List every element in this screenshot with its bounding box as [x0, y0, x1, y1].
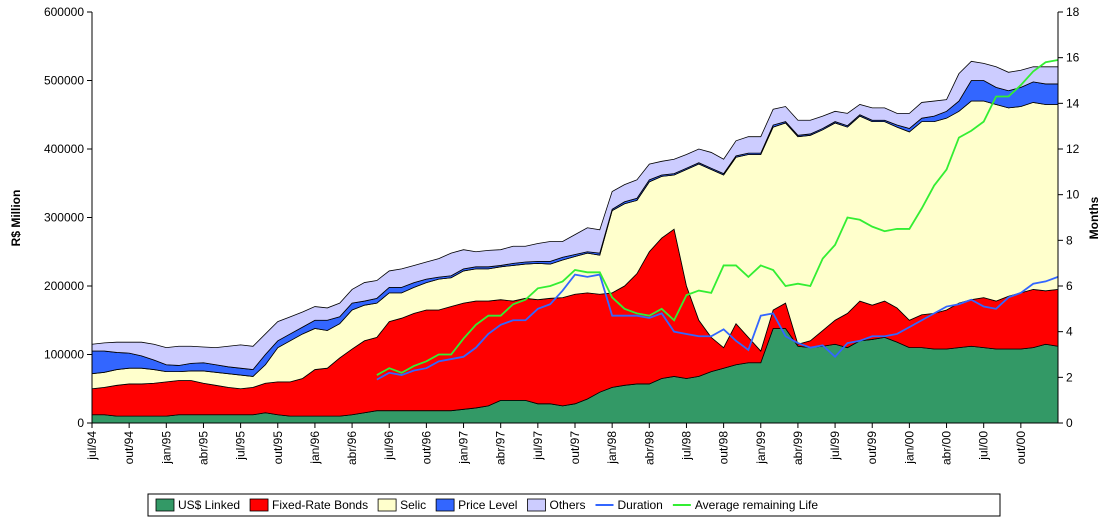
legend-swatch: [527, 498, 546, 512]
y2-tick-label: 2: [1066, 370, 1073, 384]
x-tick-label: abr/98: [642, 431, 656, 465]
x-tick-label: out/94: [122, 431, 136, 465]
x-tick-label: out/97: [568, 431, 582, 465]
line: [376, 59, 1059, 376]
legend-label: US$ Linked: [178, 498, 240, 512]
legend-label: Others: [549, 498, 585, 512]
y2-tick-label: 10: [1066, 188, 1080, 202]
y-axis-title: R$ Million: [9, 190, 23, 247]
x-tick-label: abr/99: [791, 431, 805, 465]
x-tick-label: abr/00: [940, 431, 954, 465]
x-tick-label: jul/96: [382, 431, 396, 461]
legend-swatch: [155, 498, 175, 512]
legend-label: Price Level: [458, 498, 517, 512]
x-tick-label: jul/00: [977, 431, 991, 461]
y-tick-label: 200000: [44, 279, 84, 293]
x-tick-label: jan/95: [159, 431, 173, 465]
x-tick-label: jan/96: [308, 431, 322, 465]
legend-swatch: [377, 498, 397, 512]
x-tick-label: out/00: [1014, 431, 1028, 465]
y2-tick-label: 16: [1066, 51, 1080, 65]
x-tick-label: jan/98: [605, 431, 619, 465]
x-tick-label: out/96: [419, 431, 433, 465]
x-tick-label: out/98: [717, 431, 731, 465]
x-tick-label: jul/95: [234, 431, 248, 461]
y-tick-label: 400000: [44, 142, 84, 156]
legend-label: Duration: [618, 498, 663, 512]
y2-tick-label: 18: [1066, 5, 1080, 19]
x-tick-label: abr/97: [494, 431, 508, 465]
legend-label: Selic: [400, 498, 426, 512]
x-tick-label: jan/99: [754, 431, 768, 465]
legend-box: [147, 493, 1001, 517]
y-tick-label: 0: [77, 416, 84, 430]
y2-tick-label: 4: [1066, 325, 1073, 339]
x-tick-label: jul/97: [531, 431, 545, 461]
y2-tick-label: 0: [1066, 416, 1073, 430]
y-tick-label: 300000: [44, 211, 84, 225]
x-tick-label: out/99: [865, 431, 879, 465]
y2-tick-label: 12: [1066, 142, 1080, 156]
x-tick-label: jan/97: [457, 431, 471, 465]
x-tick-label: jan/00: [902, 431, 916, 465]
y-tick-label: 100000: [44, 348, 84, 362]
y2-tick-label: 6: [1066, 279, 1073, 293]
legend-swatch: [249, 498, 269, 512]
y2-tick-label: 8: [1066, 233, 1073, 247]
y2-axis-title: Months: [1087, 196, 1101, 239]
x-tick-label: jul/99: [828, 431, 842, 461]
legend-swatch: [435, 498, 455, 512]
x-tick-label: jul/98: [679, 431, 693, 461]
legend-label: Fixed-Rate Bonds: [272, 498, 368, 512]
y-tick-label: 500000: [44, 74, 84, 88]
y-tick-label: 600000: [44, 5, 84, 19]
x-tick-label: jul/94: [85, 431, 99, 461]
legend-label: Average remaining Life: [695, 498, 819, 512]
line: [376, 273, 1059, 381]
x-tick-label: abr/96: [345, 431, 359, 465]
x-tick-label: abr/95: [196, 431, 210, 465]
y2-tick-label: 14: [1066, 96, 1080, 110]
x-tick-label: out/95: [271, 431, 285, 465]
